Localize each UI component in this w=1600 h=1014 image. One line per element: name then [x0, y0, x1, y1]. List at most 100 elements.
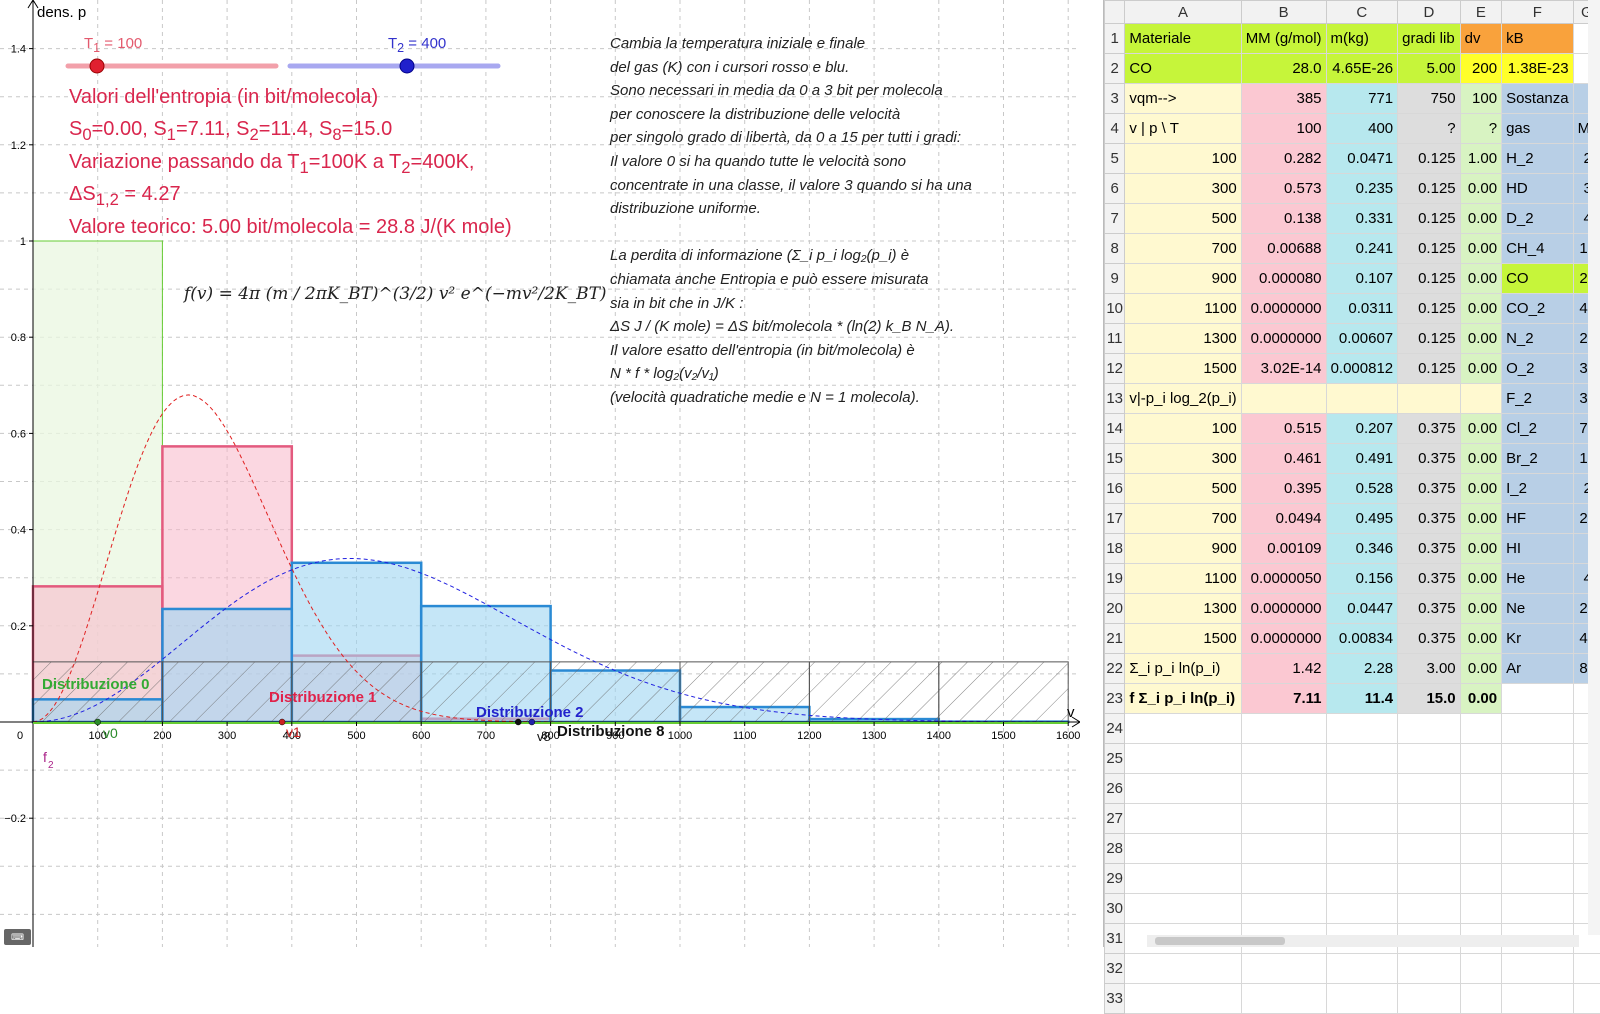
row-header[interactable]: 9 — [1105, 264, 1125, 294]
row-header[interactable]: 18 — [1105, 534, 1125, 564]
sheet-cell[interactable]: 100 — [1241, 114, 1326, 144]
sheet-cell[interactable]: 900 — [1125, 264, 1241, 294]
row-header[interactable]: 31 — [1105, 924, 1125, 954]
sheet-cell[interactable] — [1125, 804, 1241, 834]
sheet-cell[interactable]: 0.00 — [1460, 234, 1501, 264]
sheet-cell[interactable]: 5.00 — [1398, 54, 1460, 84]
row-header[interactable]: 23 — [1105, 684, 1125, 714]
sheet-cell[interactable] — [1241, 384, 1326, 414]
sheet-cell[interactable]: 500 — [1125, 474, 1241, 504]
row-header[interactable]: 6 — [1105, 174, 1125, 204]
sheet-cell[interactable]: 0.00 — [1460, 564, 1501, 594]
column-header-d[interactable]: D — [1398, 1, 1460, 24]
sheet-cell[interactable] — [1125, 894, 1241, 924]
sheet-cell[interactable] — [1326, 774, 1398, 804]
sheet-cell[interactable]: HF — [1502, 504, 1574, 534]
sheet-cell[interactable] — [1241, 984, 1326, 1014]
sheet-cell[interactable]: 200 — [1460, 54, 1501, 84]
sheet-cell[interactable]: 0.375 — [1398, 504, 1460, 534]
sheet-cell[interactable] — [1573, 954, 1600, 984]
sheet-cell[interactable]: 0.491 — [1326, 444, 1398, 474]
row-header[interactable]: 15 — [1105, 444, 1125, 474]
sheet-cell[interactable]: 1.42 — [1241, 654, 1326, 684]
column-header-e[interactable]: E — [1460, 1, 1501, 24]
sheet-cell[interactable]: He — [1502, 564, 1574, 594]
sheet-cell[interactable]: 0.207 — [1326, 414, 1398, 444]
sheet-cell[interactable] — [1460, 864, 1501, 894]
sheet-cell[interactable]: 1300 — [1125, 594, 1241, 624]
sheet-cell[interactable]: 0.00 — [1460, 684, 1501, 714]
sheet-cell[interactable]: 500 — [1125, 204, 1241, 234]
sheet-cell[interactable]: I_2 — [1502, 474, 1574, 504]
column-header-b[interactable]: B — [1241, 1, 1326, 24]
sheet-cell[interactable]: 4.65E-26 — [1326, 54, 1398, 84]
column-header-a[interactable]: A — [1125, 1, 1241, 24]
column-header-f[interactable]: F — [1502, 1, 1574, 24]
sheet-cell[interactable]: 0.375 — [1398, 414, 1460, 444]
sheet-cell[interactable]: 0.00 — [1460, 294, 1501, 324]
sheet-cell[interactable] — [1398, 714, 1460, 744]
row-header[interactable]: 4 — [1105, 114, 1125, 144]
sheet-cell[interactable]: 3.02E-14 — [1241, 354, 1326, 384]
sheet-cell[interactable]: 0.00 — [1460, 324, 1501, 354]
sheet-cell[interactable]: 0.125 — [1398, 324, 1460, 354]
sheet-cell[interactable]: 0.375 — [1398, 624, 1460, 654]
sheet-cell[interactable] — [1398, 864, 1460, 894]
row-header[interactable]: 11 — [1105, 324, 1125, 354]
sheet-cell[interactable]: v|-p_i log_2(p_i) — [1125, 384, 1241, 414]
sheet-cell[interactable] — [1460, 894, 1501, 924]
sheet-cell[interactable] — [1460, 954, 1501, 984]
row-header[interactable]: 32 — [1105, 954, 1125, 984]
sheet-cell[interactable] — [1241, 744, 1326, 774]
sheet-cell[interactable] — [1398, 984, 1460, 1014]
sheet-cell[interactable]: 0.375 — [1398, 444, 1460, 474]
sheet-cell[interactable]: 1100 — [1125, 564, 1241, 594]
sheet-cell[interactable] — [1502, 684, 1574, 714]
sheet-cell[interactable]: 1500 — [1125, 624, 1241, 654]
sheet-cell[interactable]: 900 — [1125, 534, 1241, 564]
row-header[interactable]: 28 — [1105, 834, 1125, 864]
row-header[interactable]: 25 — [1105, 744, 1125, 774]
row-header[interactable]: 21 — [1105, 624, 1125, 654]
sheet-cell[interactable]: 0.125 — [1398, 174, 1460, 204]
sheet-cell[interactable]: Ne — [1502, 594, 1574, 624]
sheet-cell[interactable]: gradi lib — [1398, 24, 1460, 54]
sheet-cell[interactable]: 1100 — [1125, 294, 1241, 324]
row-header[interactable]: 10 — [1105, 294, 1125, 324]
sheet-cell[interactable]: 0.0000000 — [1241, 294, 1326, 324]
sheet-cell[interactable]: 0.000080 — [1241, 264, 1326, 294]
sheet-cell[interactable]: 0.515 — [1241, 414, 1326, 444]
sheet-cell[interactable] — [1125, 864, 1241, 894]
sheet-cell[interactable]: 0.00 — [1460, 354, 1501, 384]
sheet-cell[interactable] — [1398, 954, 1460, 984]
sheet-cell[interactable] — [1502, 714, 1574, 744]
row-header[interactable]: 20 — [1105, 594, 1125, 624]
sheet-cell[interactable] — [1502, 804, 1574, 834]
sheet-cell[interactable] — [1125, 714, 1241, 744]
sheet-cell[interactable] — [1502, 984, 1574, 1014]
sheet-cell[interactable]: 0.125 — [1398, 264, 1460, 294]
sheet-cell[interactable]: 0.375 — [1398, 474, 1460, 504]
sheet-cell[interactable] — [1502, 894, 1574, 924]
sheet-cell[interactable]: 0.495 — [1326, 504, 1398, 534]
sheet-cell[interactable]: 0.00 — [1460, 204, 1501, 234]
sheet-cell[interactable]: 0.00 — [1460, 594, 1501, 624]
sheet-cell[interactable]: 0.528 — [1326, 474, 1398, 504]
sheet-cell[interactable] — [1125, 834, 1241, 864]
sheet-cell[interactable]: 11.4 — [1326, 684, 1398, 714]
sheet-cell[interactable] — [1125, 774, 1241, 804]
sheet-cell[interactable]: 700 — [1125, 234, 1241, 264]
sheet-cell[interactable]: 0.125 — [1398, 204, 1460, 234]
sheet-cell[interactable]: 0.138 — [1241, 204, 1326, 234]
sheet-cell[interactable]: 0.00 — [1460, 654, 1501, 684]
sheet-cell[interactable]: 0.0000050 — [1241, 564, 1326, 594]
sheet-cell[interactable]: 0.00 — [1460, 264, 1501, 294]
row-header[interactable]: 12 — [1105, 354, 1125, 384]
sheet-cell[interactable]: 0.461 — [1241, 444, 1326, 474]
row-header[interactable]: 24 — [1105, 714, 1125, 744]
sheet-cell[interactable] — [1326, 804, 1398, 834]
sheet-cell[interactable]: 0.395 — [1241, 474, 1326, 504]
sheet-cell[interactable]: 7.11 — [1241, 684, 1326, 714]
sheet-cell[interactable] — [1502, 864, 1574, 894]
